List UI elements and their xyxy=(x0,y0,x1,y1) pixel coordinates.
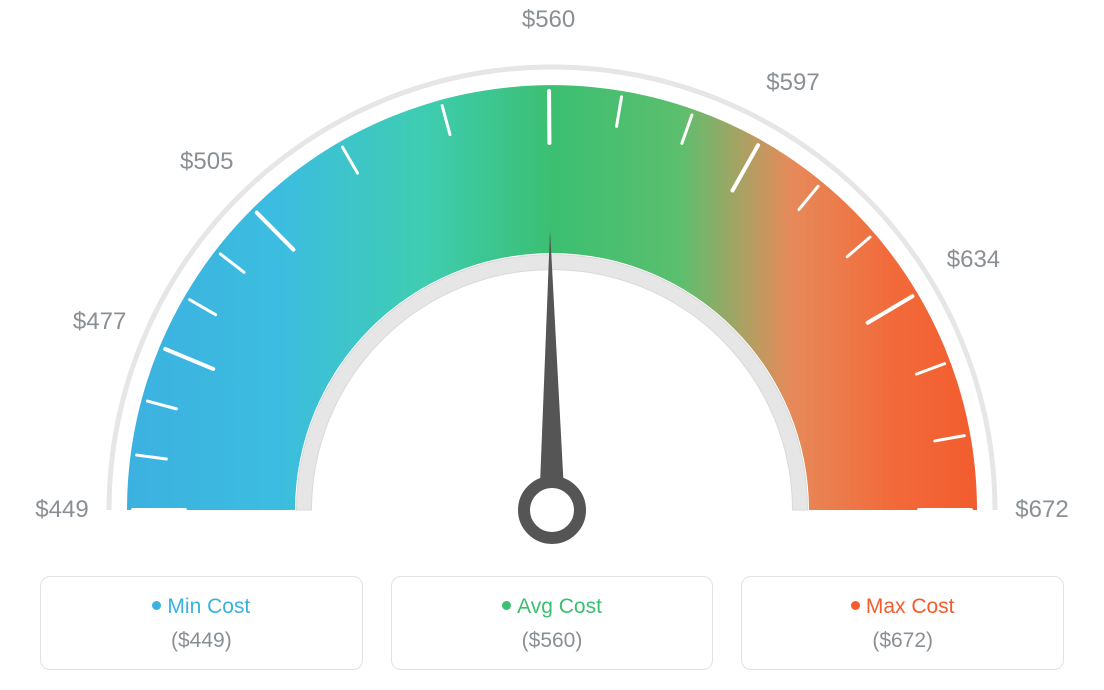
legend-value-min: ($449) xyxy=(51,629,352,653)
gauge-svg xyxy=(0,0,1104,560)
legend-label-text: Max Cost xyxy=(866,595,955,618)
legend-card-min: Min Cost ($449) xyxy=(40,576,363,670)
gauge-tick-label: $477 xyxy=(73,308,126,336)
gauge-needle-hub xyxy=(524,482,580,538)
cost-gauge: $449 $477 $505 $560 $597 $634 $672 xyxy=(0,0,1104,560)
gauge-tick-label: $597 xyxy=(766,69,819,97)
legend-row: Min Cost ($449) Avg Cost ($560) Max Cost ($67… xyxy=(0,576,1104,670)
legend-title-max: Max Cost xyxy=(752,595,1053,619)
legend-card-avg: Avg Cost ($560) xyxy=(391,576,714,670)
legend-label-text: Min Cost xyxy=(167,595,250,618)
legend-title-avg: Avg Cost xyxy=(402,595,703,619)
gauge-tick-label: $505 xyxy=(180,148,233,176)
gauge-tick-label: $560 xyxy=(522,6,575,34)
gauge-tick-label: $449 xyxy=(35,496,88,524)
legend-value-max: ($672) xyxy=(752,629,1053,653)
legend-value-avg: ($560) xyxy=(402,629,703,653)
gauge-tick-label: $634 xyxy=(947,246,1000,274)
legend-title-min: Min Cost xyxy=(51,595,352,619)
legend-dot-icon xyxy=(851,601,860,610)
legend-label-text: Avg Cost xyxy=(517,595,602,618)
legend-card-max: Max Cost ($672) xyxy=(741,576,1064,670)
gauge-tick-label: $672 xyxy=(1015,496,1068,524)
legend-dot-icon xyxy=(152,601,161,610)
legend-dot-icon xyxy=(502,601,511,610)
